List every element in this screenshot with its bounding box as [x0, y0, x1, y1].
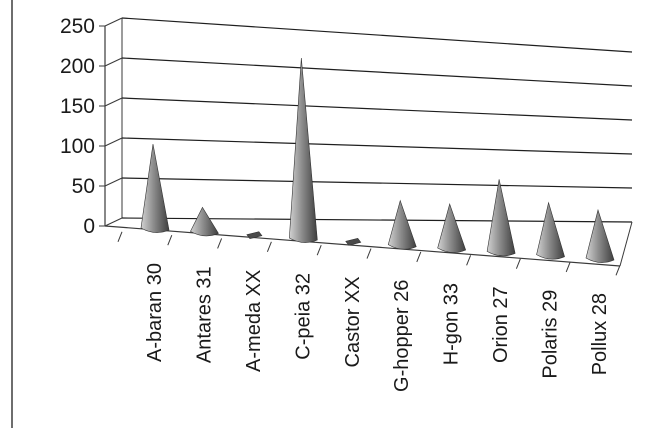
cone-bar — [387, 199, 417, 250]
cone-bar — [140, 143, 170, 233]
cone-bar — [246, 231, 263, 240]
depth-tick — [104, 57, 123, 67]
y-tick-label: 50 — [72, 175, 95, 198]
cone-bar — [585, 208, 615, 263]
y-tick-label: 100 — [60, 135, 95, 158]
depth-tick — [104, 17, 123, 27]
x-tick-label: A-meda XX — [243, 270, 265, 372]
x-tick-label: C-peia 32 — [292, 273, 314, 360]
depth-tick — [104, 137, 123, 147]
x-tick-labels: A-baran 30 Antares 31 A-meda XX C-peia 32 Ca… — [144, 263, 611, 392]
y-tick-labels: 0 50 100 150 200 250 — [60, 15, 95, 238]
cone-bar — [190, 206, 219, 237]
x-tick-mark — [416, 251, 422, 263]
cone-bar — [345, 237, 362, 246]
y-tick-label: 250 — [60, 15, 95, 38]
x-tick-label: Antares 31 — [193, 266, 215, 363]
y-tick-label: 200 — [60, 55, 95, 78]
x-tick-label: Polaris 29 — [540, 290, 562, 379]
x-tick-label: Pollux 28 — [589, 293, 611, 375]
depth-tick — [104, 177, 123, 187]
x-tick-mark — [167, 234, 173, 246]
x-tick-mark — [316, 245, 322, 256]
gridline — [121, 17, 633, 53]
left-border — [11, 0, 13, 428]
x-tick-label: Orion 27 — [490, 286, 512, 363]
depth-tick — [104, 217, 123, 227]
gridline — [121, 137, 633, 155]
cone-series — [140, 57, 615, 263]
x-tick-label: A-baran 30 — [144, 263, 166, 362]
x-tick-mark — [515, 258, 521, 269]
gridline — [121, 177, 633, 189]
depth-tick — [104, 97, 123, 107]
x-tick-label: H-gon 33 — [441, 283, 463, 365]
x-tick-mark — [615, 265, 621, 276]
cone-bar — [486, 179, 516, 257]
y-tick-label: 150 — [60, 95, 95, 118]
x-tick-mark — [466, 255, 472, 266]
y-tick-label: 0 — [83, 215, 95, 238]
cone-bar — [536, 201, 565, 260]
x-tick-mark — [366, 248, 372, 259]
x-axis-line — [104, 225, 621, 267]
cone-bar — [289, 57, 318, 243]
floor-right-edge — [619, 221, 633, 267]
x-tick-mark — [217, 238, 223, 249]
x-tick-mark — [266, 241, 272, 253]
x-tick-mark — [565, 261, 571, 273]
cone-bar — [437, 202, 467, 253]
gridline — [121, 97, 633, 121]
gridline — [121, 57, 633, 87]
x-tick-label: Castor XX — [342, 276, 364, 367]
x-tick-label: G-hopper 26 — [391, 280, 413, 392]
x-tick-mark — [117, 231, 123, 242]
